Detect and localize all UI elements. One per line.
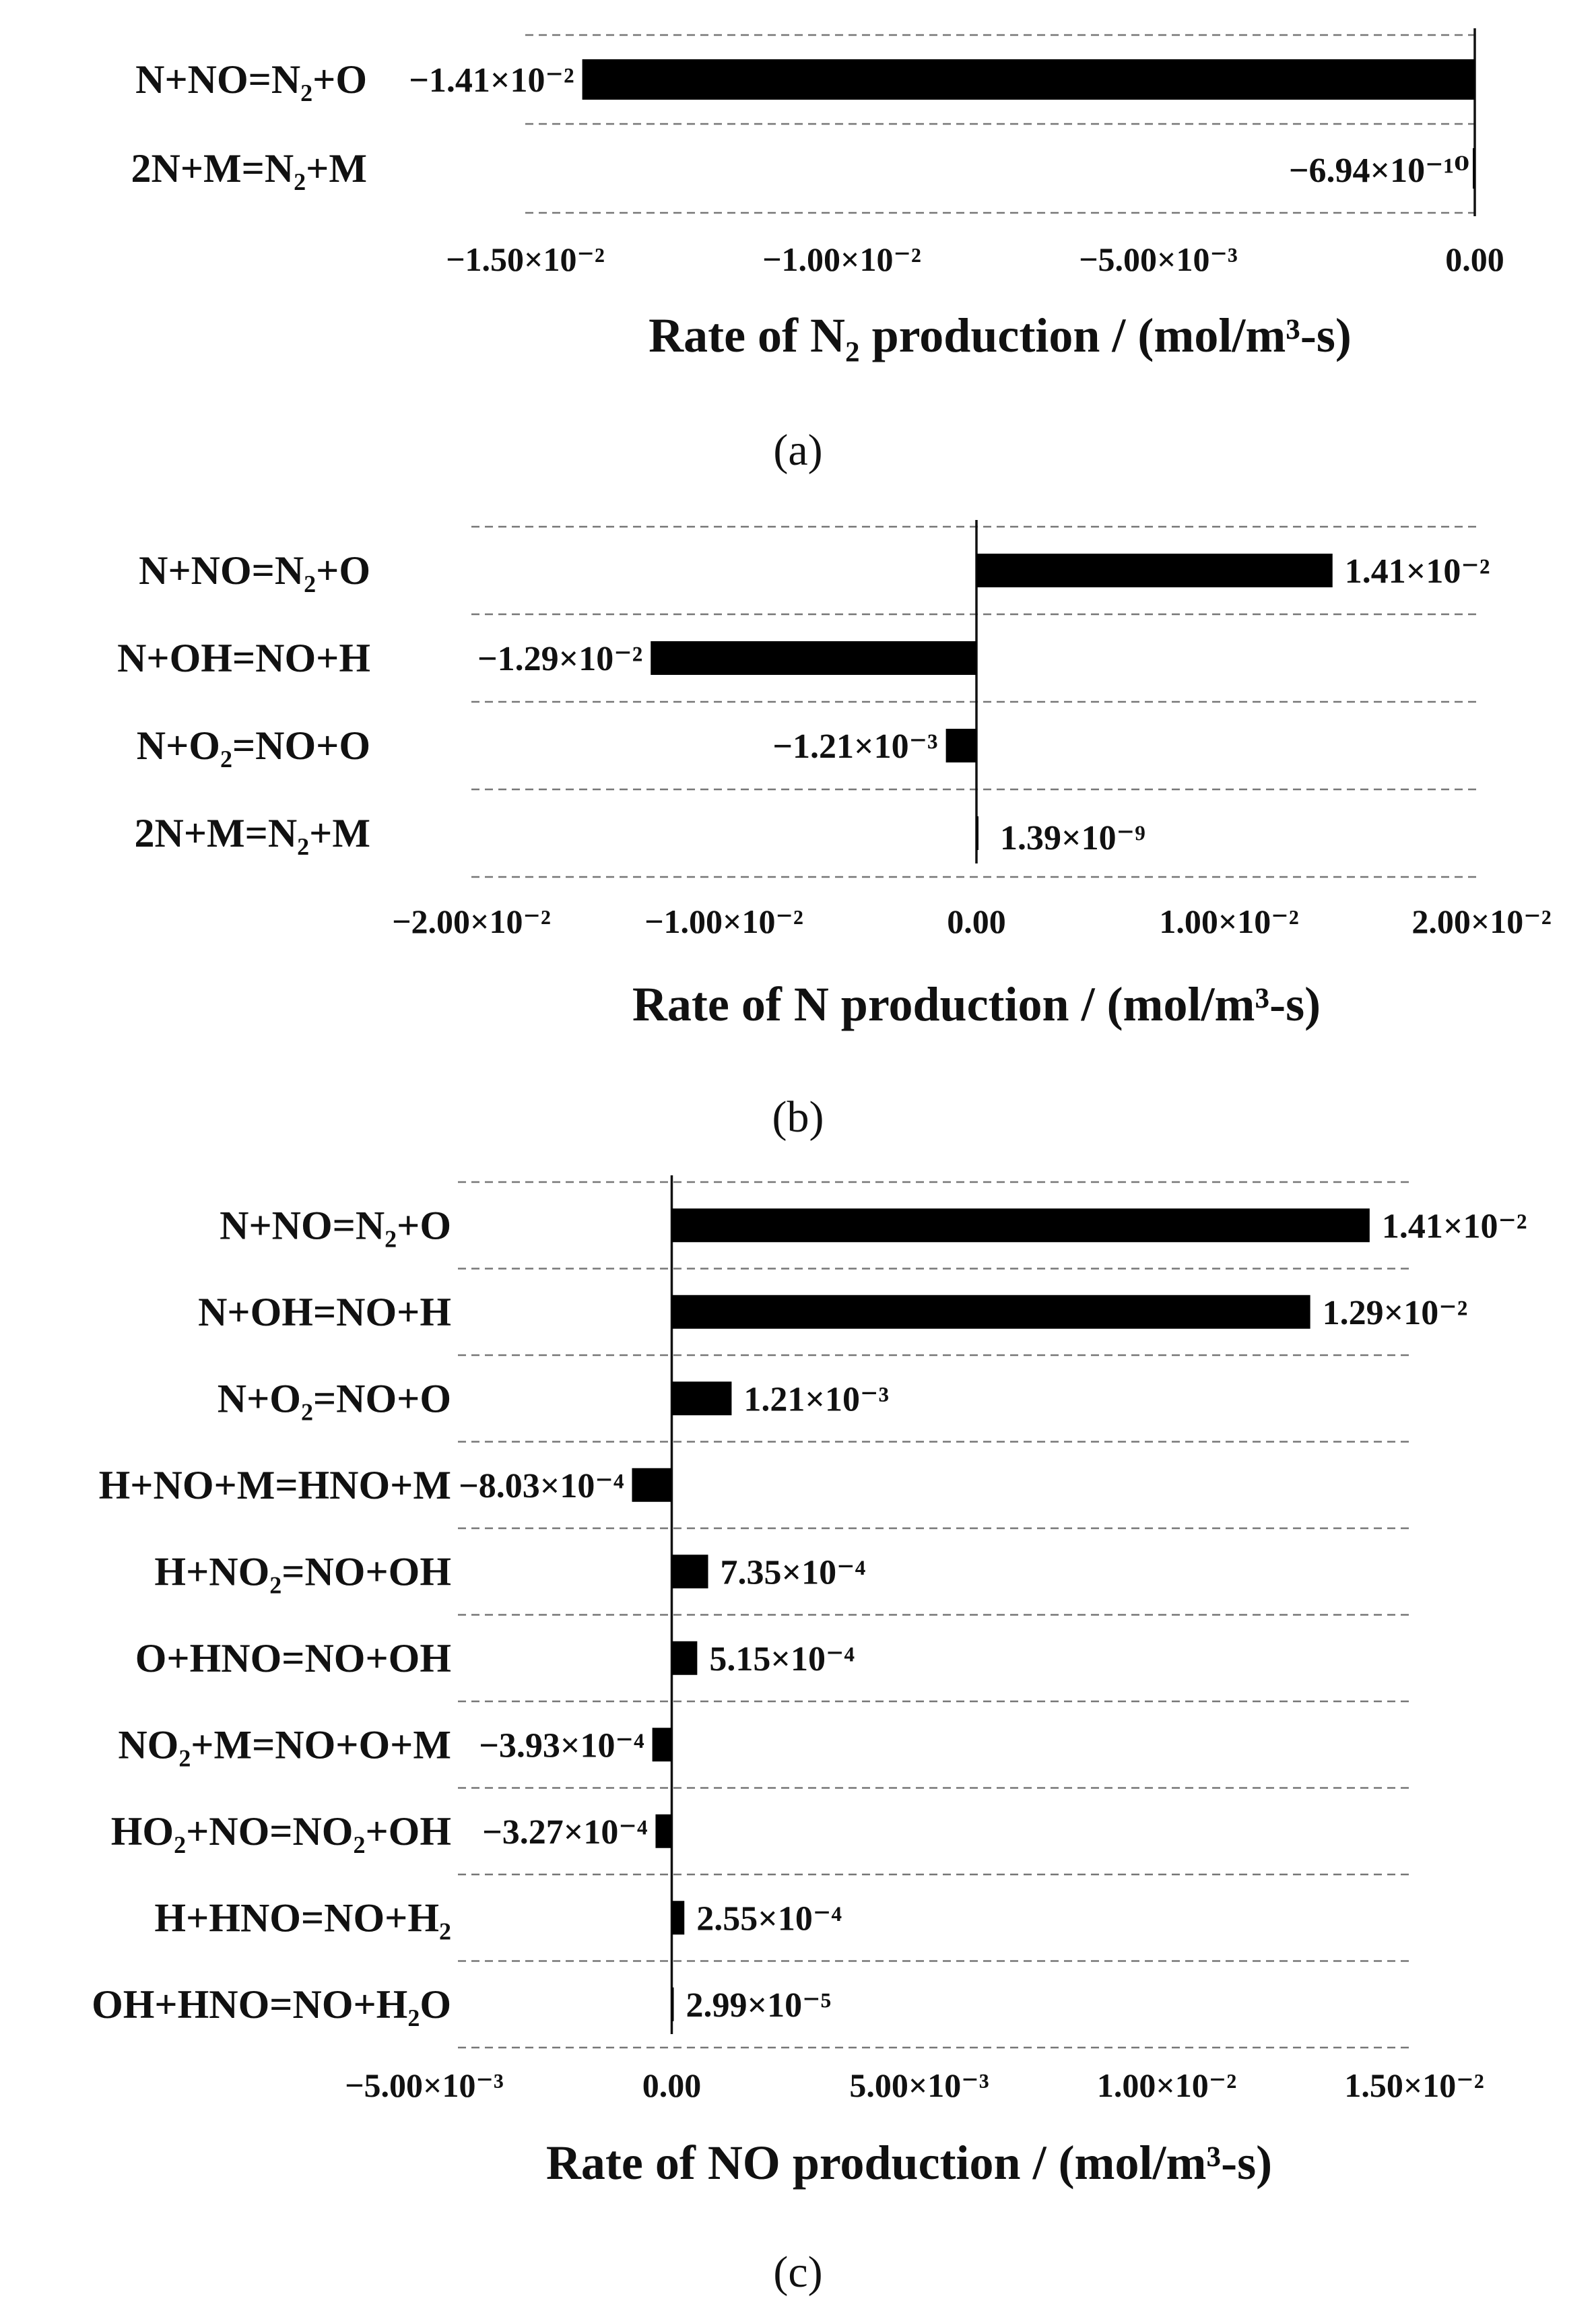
category-label: O+HNO=NO+OH bbox=[135, 1636, 451, 1680]
data-label: 5.15×10⁻⁴ bbox=[709, 1640, 855, 1678]
tick-label: 0.00 bbox=[947, 903, 1006, 940]
category-label: OH+HNO=NO+H₂O bbox=[92, 1982, 451, 2027]
axis-title: Rate of N production / (mol/m³-s) bbox=[632, 977, 1321, 1031]
data-label: −1.29×10⁻² bbox=[477, 640, 642, 678]
category-label: 2N+M=N₂+M bbox=[131, 146, 367, 191]
category-label: NO₂+M=NO+O+M bbox=[118, 1722, 451, 1767]
tick-label: −1.50×10⁻² bbox=[446, 240, 605, 278]
category-label: N+O₂=NO+O bbox=[218, 1376, 451, 1420]
axis-title: Rate of N₂ production / (mol/m³-s) bbox=[649, 308, 1352, 362]
tick-label: 0.00 bbox=[1445, 240, 1504, 278]
category-label: N+OH=NO+H bbox=[117, 636, 370, 680]
data-label: 1.29×10⁻² bbox=[1323, 1294, 1468, 1332]
tick-label: 2.00×10⁻² bbox=[1411, 903, 1551, 940]
tick-label: −5.00×10⁻³ bbox=[1079, 240, 1238, 278]
bar bbox=[945, 729, 976, 762]
data-label: −3.93×10⁻⁴ bbox=[479, 1726, 644, 1765]
bar bbox=[652, 1728, 672, 1762]
data-label: −3.27×10⁻⁴ bbox=[482, 1813, 648, 1852]
tick-label: −2.00×10⁻² bbox=[392, 903, 551, 940]
category-label: 2N+M=N₂+M bbox=[135, 811, 370, 855]
bar bbox=[671, 1555, 708, 1589]
category-label: H+NO₂=NO+OH bbox=[154, 1549, 451, 1594]
axis-title: Rate of NO production / (mol/m³-s) bbox=[546, 2136, 1272, 2190]
tick-label: −5.00×10⁻³ bbox=[345, 2066, 504, 2104]
bar bbox=[671, 1295, 1310, 1329]
data-label: 7.35×10⁻⁴ bbox=[721, 1553, 866, 1592]
bar bbox=[671, 1987, 674, 2021]
category-label: N+NO=N₂+O bbox=[139, 548, 370, 593]
tick-label: −1.00×10⁻² bbox=[644, 903, 803, 940]
tick-label: 5.00×10⁻³ bbox=[849, 2066, 989, 2104]
category-label: N+O₂=NO+O bbox=[137, 723, 370, 768]
bar bbox=[671, 1208, 1370, 1243]
bar bbox=[655, 1814, 672, 1848]
data-label: −1.21×10⁻³ bbox=[772, 727, 937, 766]
data-label: 2.99×10⁻⁵ bbox=[686, 1986, 832, 2025]
panel-label: (b) bbox=[772, 1092, 824, 1142]
bar bbox=[632, 1468, 672, 1502]
category-label: H+NO+M=HNO+M bbox=[99, 1463, 451, 1507]
category-label: N+OH=NO+H bbox=[198, 1290, 451, 1334]
tick-label: 1.50×10⁻² bbox=[1344, 2066, 1484, 2104]
category-label: N+NO=N₂+O bbox=[220, 1203, 451, 1247]
bar bbox=[651, 641, 976, 675]
bar bbox=[671, 1641, 698, 1675]
bar bbox=[976, 816, 978, 850]
tick-label: 0.00 bbox=[642, 2066, 702, 2104]
data-label: 1.39×10⁻⁹ bbox=[1000, 819, 1145, 857]
panel-label: (a) bbox=[773, 426, 822, 475]
data-label: −1.41×10⁻² bbox=[409, 61, 574, 100]
bar bbox=[671, 1901, 685, 1935]
bar bbox=[1473, 148, 1475, 189]
tick-label: 1.00×10⁻² bbox=[1097, 2066, 1236, 2104]
category-label: N+NO=N₂+O bbox=[135, 57, 367, 102]
panel-label: (c) bbox=[773, 2248, 822, 2297]
category-label: HO₂+NO=NO₂+OH bbox=[111, 1809, 451, 1854]
tick-label: 1.00×10⁻² bbox=[1159, 903, 1298, 940]
bar bbox=[976, 554, 1333, 587]
bar bbox=[671, 1381, 732, 1416]
data-label: 1.41×10⁻² bbox=[1345, 552, 1490, 591]
tick-label: −1.00×10⁻² bbox=[762, 240, 921, 278]
category-label: H+HNO=NO+H₂ bbox=[154, 1895, 451, 1940]
bar bbox=[582, 59, 1475, 100]
data-label: 1.21×10⁻³ bbox=[743, 1380, 889, 1418]
data-label: −8.03×10⁻⁴ bbox=[459, 1467, 624, 1505]
data-label: 1.41×10⁻² bbox=[1382, 1207, 1527, 1245]
data-label: 2.55×10⁻⁴ bbox=[696, 1899, 842, 1938]
data-label: −6.94×10⁻¹⁰ bbox=[1289, 152, 1469, 190]
